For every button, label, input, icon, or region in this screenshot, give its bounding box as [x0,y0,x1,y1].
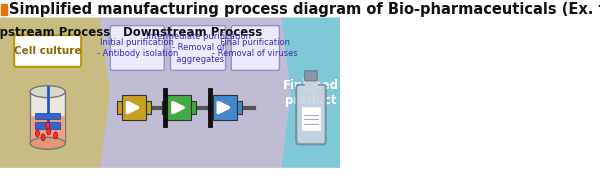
Bar [31,117,65,142]
Circle shape [53,132,58,139]
Text: Final purification
- Removal of viruses: Final purification - Removal of viruses [212,38,298,58]
Circle shape [41,134,45,141]
Text: Initial purification
- Antibody isolation: Initial purification - Antibody isolatio… [97,38,178,58]
Bar [122,95,146,120]
Text: Simplified manufacturing process diagram of Bio-pharmaceuticals (Ex. for antibod: Simplified manufacturing process diagram… [9,2,600,17]
Text: Finished
product: Finished product [283,79,339,107]
Bar [35,122,60,129]
Bar [191,101,196,114]
Bar [305,78,317,92]
Bar [30,92,65,143]
Text: Intermediate purification
- Removal of
  aggregates: Intermediate purification - Removal of a… [146,32,251,64]
Bar [35,112,60,120]
FancyBboxPatch shape [305,71,317,81]
Bar [0,1,340,18]
Bar [1,4,7,15]
Polygon shape [0,18,110,167]
FancyBboxPatch shape [110,26,164,70]
Text: Cell culture: Cell culture [14,46,82,56]
FancyBboxPatch shape [296,85,326,144]
Text: Downstream Process: Downstream Process [124,26,263,39]
Bar [208,101,213,114]
Bar [162,101,167,114]
Bar [302,107,320,130]
Ellipse shape [30,137,65,149]
FancyBboxPatch shape [14,35,81,67]
Circle shape [47,128,51,135]
Circle shape [35,130,40,137]
Bar [167,95,191,120]
Ellipse shape [30,86,65,98]
Polygon shape [101,18,292,167]
Bar [117,101,122,114]
Text: Upstream Process: Upstream Process [0,26,110,39]
Bar [236,101,242,114]
FancyBboxPatch shape [231,26,280,70]
Bar [146,101,151,114]
Circle shape [46,122,50,129]
Bar [213,95,236,120]
Polygon shape [282,18,340,167]
FancyBboxPatch shape [170,26,226,70]
